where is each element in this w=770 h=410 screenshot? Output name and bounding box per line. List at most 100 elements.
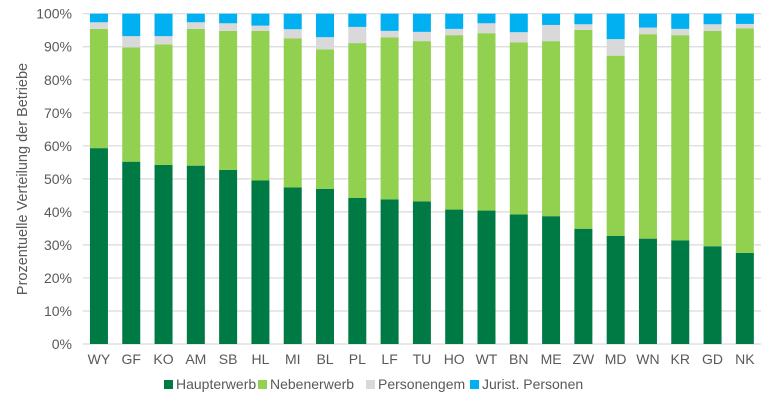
x-tick-label: PL	[349, 351, 366, 367]
bar-personengem-am	[186, 22, 205, 29]
y-tick-label: 70%	[44, 105, 72, 121]
bar-personengem-tu	[412, 31, 431, 42]
bar-haupterwerb-wt	[477, 210, 496, 344]
bar-nebenerwerb-tu	[412, 41, 431, 202]
bar-haupterwerb-mi	[283, 187, 302, 344]
bar-haupterwerb-bl	[316, 188, 335, 344]
bar-jurist-personen-pl	[348, 13, 367, 27]
bar-jurist-personen-kr	[671, 13, 690, 29]
bar-haupterwerb-tu	[412, 201, 431, 344]
x-tick-label: BL	[316, 351, 333, 367]
bar-haupterwerb-gf	[122, 161, 141, 344]
bar-jurist-personen-ko	[154, 13, 173, 37]
bar-haupterwerb-ko	[154, 164, 173, 344]
bar-personengem-wt	[477, 23, 496, 34]
bar-nebenerwerb-gd	[703, 30, 722, 247]
bar-personengem-ho	[445, 28, 464, 36]
y-tick-labels: 0% 10% 20% 30% 40% 50% 60% 70% 80% 90% 100%	[36, 6, 72, 352]
bar-nebenerwerb-hl	[251, 30, 270, 181]
y-tick-label: 0%	[52, 336, 72, 352]
x-tick-label: KO	[153, 351, 173, 367]
bar-jurist-personen-ho	[445, 13, 464, 29]
bar-nebenerwerb-wy	[89, 28, 108, 149]
bar-nebenerwerb-wt	[477, 33, 496, 211]
x-tick-label: WY	[88, 351, 111, 367]
bar-haupterwerb-bn	[509, 214, 528, 344]
y-tick-label: 80%	[44, 72, 72, 88]
x-tick-label: AM	[185, 351, 206, 367]
bar-nebenerwerb-ho	[445, 35, 464, 210]
bar-nebenerwerb-kr	[671, 35, 690, 241]
bar-haupterwerb-pl	[348, 198, 367, 344]
bar-nebenerwerb-ko	[154, 44, 173, 165]
x-tick-labels: WY GF KO AM SB HL MI BL PL LF TU HO WT BN ME ZW MD WN KR GD…	[88, 351, 756, 367]
bar-nebenerwerb-md	[606, 55, 625, 236]
legend-label: Personengem	[378, 376, 465, 392]
y-tick-label: 50%	[44, 171, 72, 187]
y-tick-label: 100%	[36, 6, 72, 22]
bar-personengem-zw	[574, 24, 593, 30]
x-tick-label: LF	[381, 351, 397, 367]
bar-jurist-personen-bl	[316, 13, 335, 38]
bar-haupterwerb-gd	[703, 246, 722, 344]
bar-jurist-personen-hl	[251, 13, 270, 26]
x-tick-label: SB	[219, 351, 238, 367]
bar-nebenerwerb-am	[186, 28, 205, 166]
x-tick-label: MI	[285, 351, 301, 367]
bar-nebenerwerb-pl	[348, 43, 367, 199]
bar-haupterwerb-nk	[735, 252, 754, 344]
bar-personengem-gf	[122, 36, 141, 48]
bar-jurist-personen-me	[542, 13, 561, 25]
bar-personengem-bl	[316, 37, 335, 50]
bar-nebenerwerb-mi	[283, 38, 302, 188]
bar-jurist-personen-wn	[638, 13, 657, 28]
bar-personengem-nk	[735, 23, 754, 29]
legend-swatch	[258, 380, 267, 389]
legend-label: Haupterwerb	[176, 376, 256, 392]
x-tick-label: ZW	[572, 351, 595, 367]
legend-label: Nebenerwerb	[270, 376, 354, 392]
y-tick-label: 20%	[44, 270, 72, 286]
x-tick-label: HO	[444, 351, 465, 367]
y-axis-label: Prozentuelle Verteilung der Betriebe	[15, 63, 31, 295]
bar-personengem-gd	[703, 24, 722, 31]
bar-haupterwerb-zw	[574, 228, 593, 344]
x-tick-label: HL	[251, 351, 269, 367]
bar-personengem-me	[542, 24, 561, 42]
bar-haupterwerb-sb	[219, 169, 238, 344]
legend-swatch	[366, 380, 375, 389]
bar-jurist-personen-sb	[219, 13, 238, 24]
y-tick-label: 90%	[44, 39, 72, 55]
bar-nebenerwerb-bn	[509, 42, 528, 215]
bar-jurist-personen-gd	[703, 13, 722, 25]
bar-personengem-pl	[348, 26, 367, 44]
x-tick-label: BN	[509, 351, 528, 367]
bar-jurist-personen-gf	[122, 13, 141, 37]
bar-jurist-personen-md	[606, 13, 625, 40]
bar-nebenerwerb-zw	[574, 29, 593, 229]
x-tick-label: GD	[702, 351, 723, 367]
bar-jurist-personen-am	[186, 13, 205, 23]
y-tick-label: 10%	[44, 303, 72, 319]
bar-haupterwerb-lf	[380, 199, 399, 344]
bars	[89, 13, 754, 344]
bar-personengem-wn	[638, 27, 657, 35]
bar-haupterwerb-wn	[638, 238, 657, 344]
bar-personengem-md	[606, 39, 625, 56]
bar-nebenerwerb-bl	[316, 49, 335, 189]
bar-personengem-mi	[283, 29, 302, 39]
bar-jurist-personen-mi	[283, 13, 302, 30]
y-tick-label: 30%	[44, 237, 72, 253]
bar-jurist-personen-zw	[574, 13, 593, 25]
bar-haupterwerb-am	[186, 165, 205, 344]
x-tick-label: WT	[476, 351, 498, 367]
legend-swatch	[164, 380, 173, 389]
bar-personengem-bn	[509, 32, 528, 43]
bar-nebenerwerb-sb	[219, 30, 238, 170]
bar-nebenerwerb-nk	[735, 28, 754, 253]
bar-personengem-wy	[89, 22, 108, 29]
bar-haupterwerb-wy	[89, 148, 108, 344]
bar-personengem-hl	[251, 25, 270, 31]
x-tick-label: TU	[413, 351, 432, 367]
